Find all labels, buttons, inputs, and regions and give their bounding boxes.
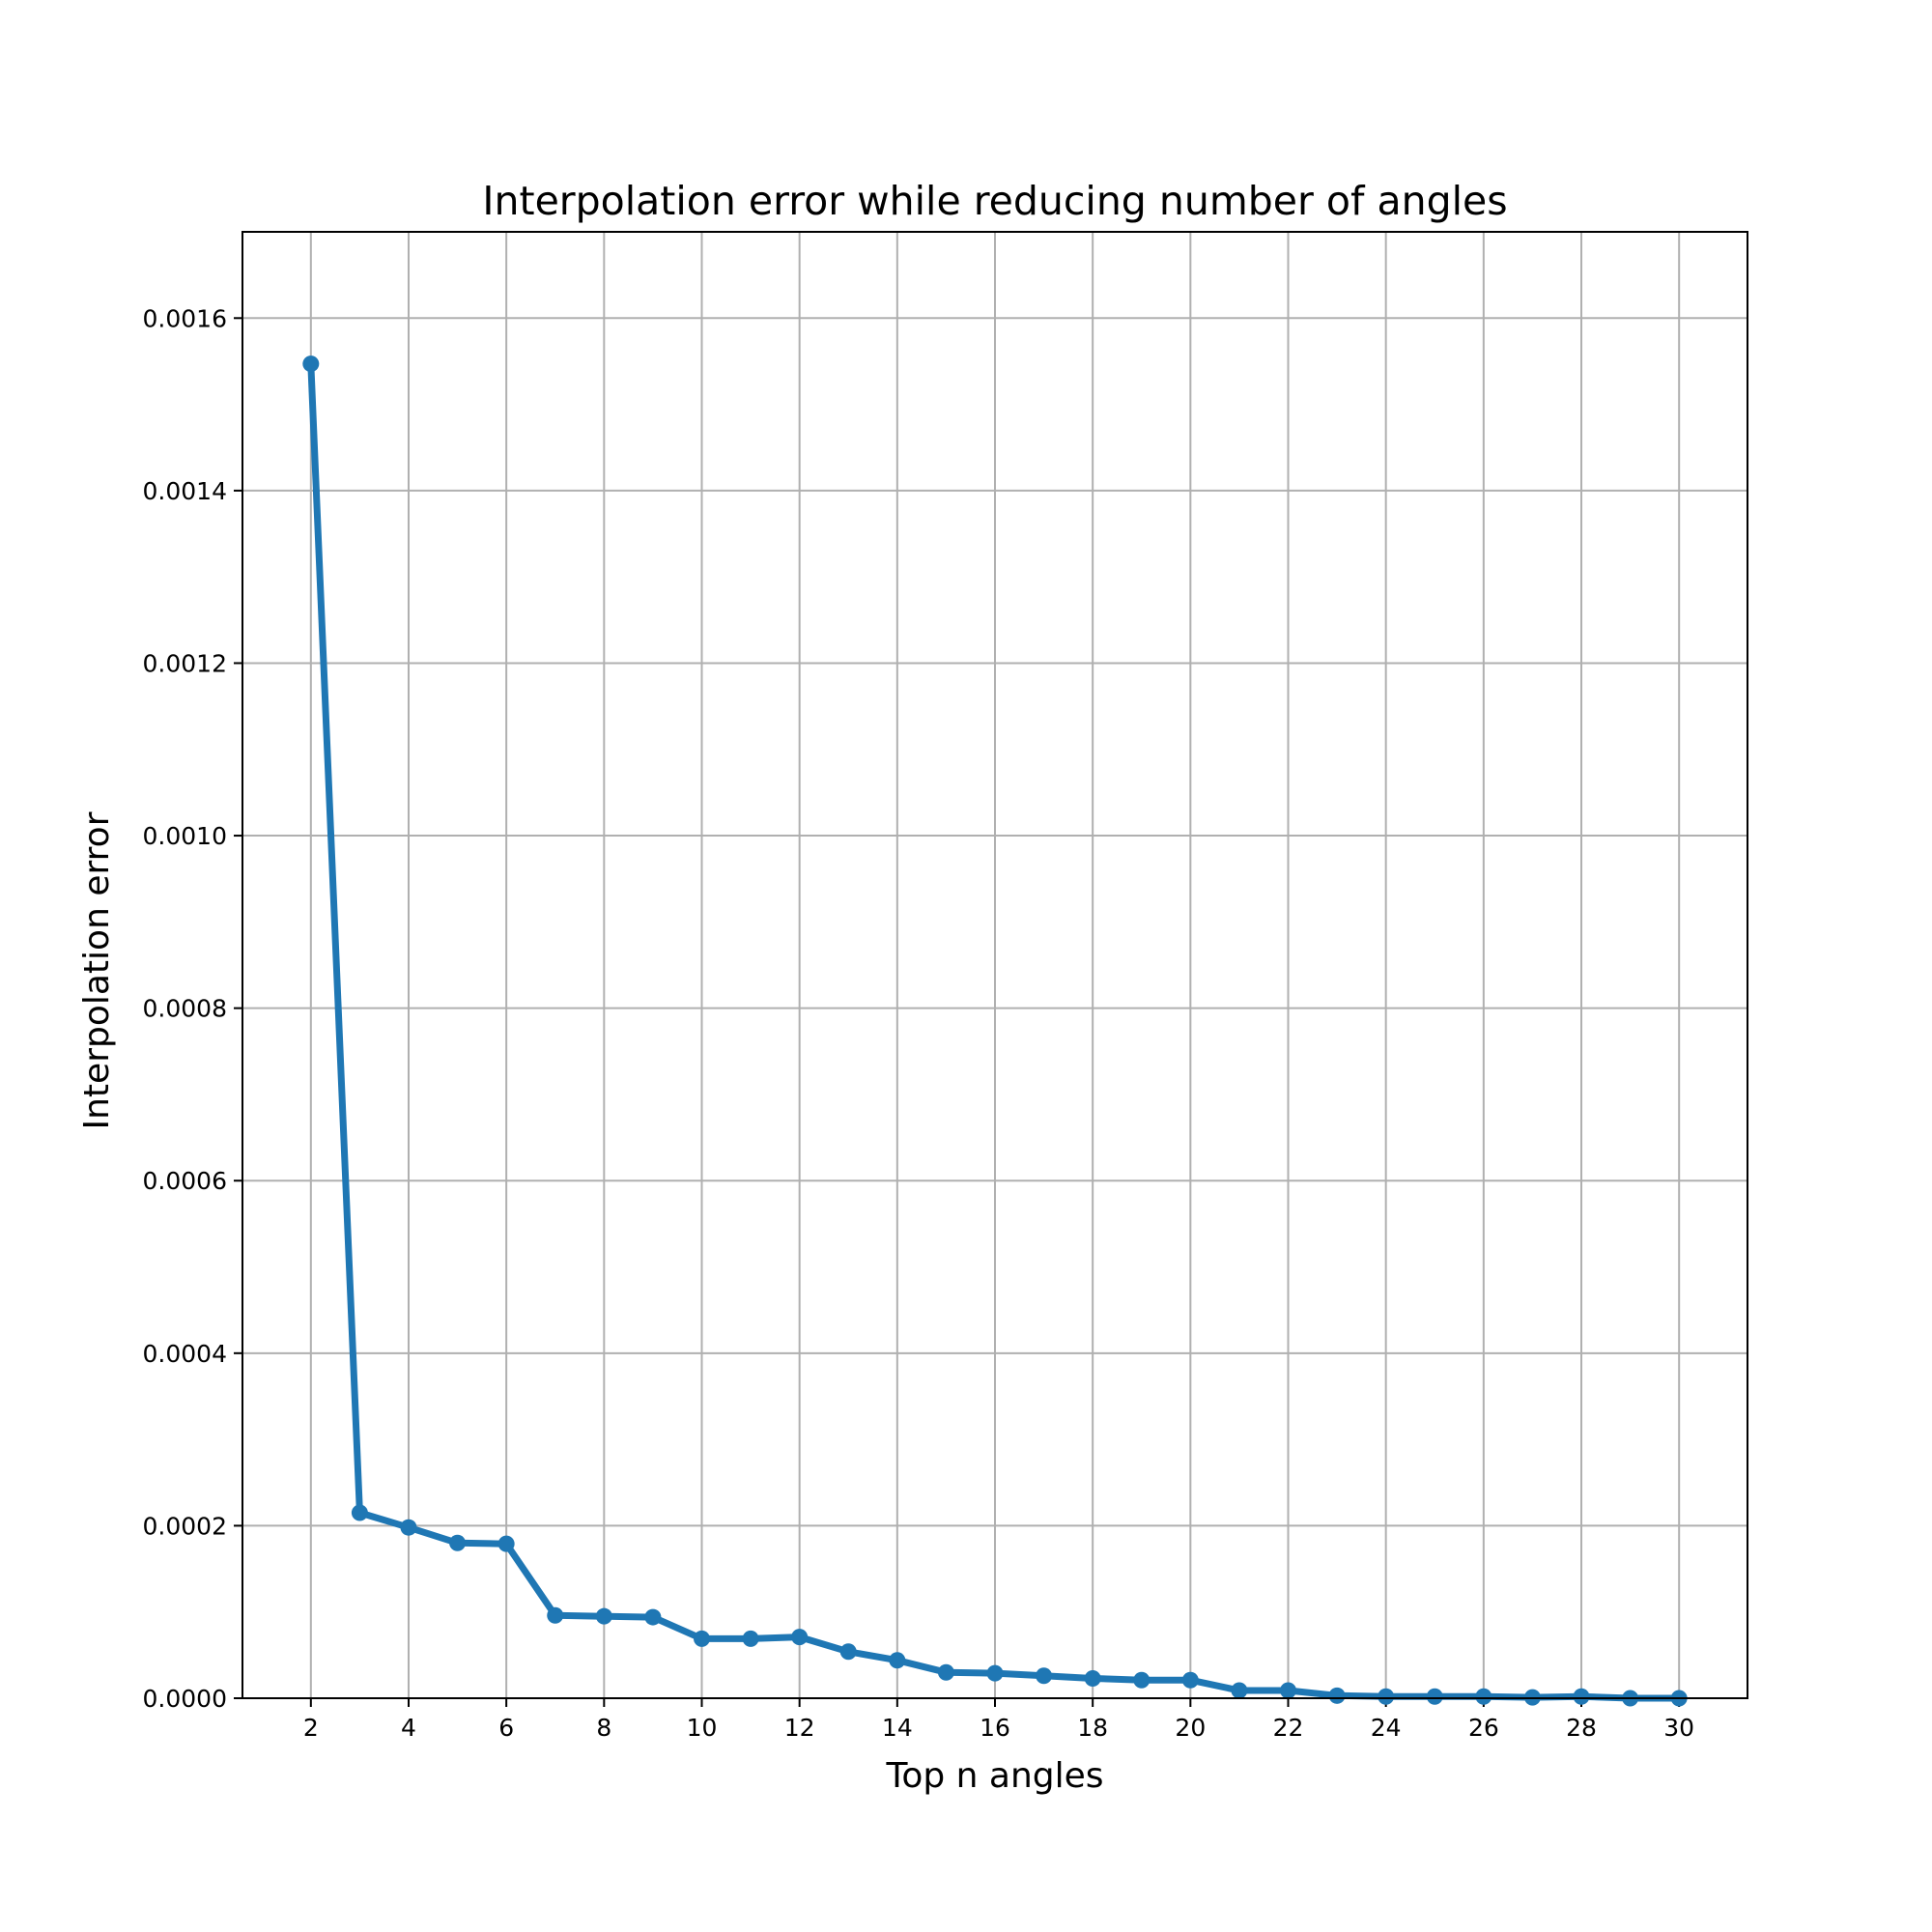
data-point — [1133, 1671, 1151, 1689]
series-line — [302, 355, 1688, 1707]
data-point — [839, 1643, 857, 1661]
data-point — [1231, 1682, 1248, 1699]
x-tick-label: 22 — [1273, 1714, 1304, 1742]
data-point — [547, 1606, 564, 1624]
x-tick-label: 18 — [1077, 1714, 1108, 1742]
data-point — [742, 1630, 759, 1647]
x-tick-label: 12 — [784, 1714, 815, 1742]
data-point — [693, 1630, 710, 1647]
data-point — [1475, 1688, 1492, 1705]
x-tick-label: 10 — [687, 1714, 718, 1742]
x-tick-label: 2 — [303, 1714, 319, 1742]
data-point — [986, 1664, 1004, 1682]
data-point — [644, 1608, 662, 1626]
y-tick-label: 0.0010 — [143, 822, 227, 850]
data-point — [1280, 1682, 1297, 1699]
data-point — [449, 1534, 467, 1551]
data-point — [1426, 1688, 1443, 1705]
y-tick-label: 0.0006 — [143, 1167, 227, 1195]
x-tick-label: 4 — [401, 1714, 416, 1742]
data-point — [1036, 1667, 1053, 1685]
data-point — [302, 355, 320, 373]
y-tick-label: 0.0004 — [143, 1340, 227, 1368]
data-point — [497, 1535, 515, 1552]
data-point — [1181, 1671, 1199, 1689]
x-axis-label: Top n angles — [885, 1756, 1103, 1796]
data-point — [1378, 1688, 1395, 1705]
x-tick-label: 8 — [596, 1714, 611, 1742]
chart-title: Interpolation error while reducing numbe… — [482, 178, 1507, 224]
x-tick-label: 16 — [980, 1714, 1010, 1742]
y-tick-label: 0.0008 — [143, 995, 227, 1023]
y-axis-label: Interpolation error — [77, 811, 117, 1129]
y-tick-label: 0.0014 — [143, 477, 227, 505]
x-tick-label: 26 — [1468, 1714, 1499, 1742]
y-axis-ticks: 0.0000 0.0002 0.0004 0.0006 0.0008 0.0010 0.00… — [143, 304, 242, 1713]
data-point — [1328, 1687, 1346, 1704]
y-tick-label: 0.0000 — [143, 1685, 227, 1713]
y-tick-label: 0.0012 — [143, 649, 227, 677]
x-tick-label: 30 — [1663, 1714, 1694, 1742]
data-point — [400, 1519, 417, 1536]
x-axis-ticks: 2 4 6 8 10 12 14 16 18 20 22 24 26 28 30 — [303, 1698, 1694, 1742]
y-tick-label: 0.0016 — [143, 304, 227, 332]
x-tick-label: 14 — [882, 1714, 913, 1742]
data-point — [889, 1652, 906, 1669]
y-tick-label: 0.0002 — [143, 1512, 227, 1540]
x-tick-label: 20 — [1175, 1714, 1206, 1742]
grid — [242, 232, 1747, 1699]
x-tick-label: 6 — [498, 1714, 514, 1742]
data-point — [791, 1629, 809, 1646]
plot-frame — [242, 231, 1748, 1699]
x-tick-label: 28 — [1566, 1714, 1597, 1742]
x-tick-label: 24 — [1371, 1714, 1402, 1742]
data-point — [1084, 1669, 1101, 1687]
data-point — [937, 1663, 954, 1681]
data-point — [595, 1607, 612, 1625]
data-point — [1573, 1688, 1590, 1705]
data-point — [351, 1504, 368, 1521]
